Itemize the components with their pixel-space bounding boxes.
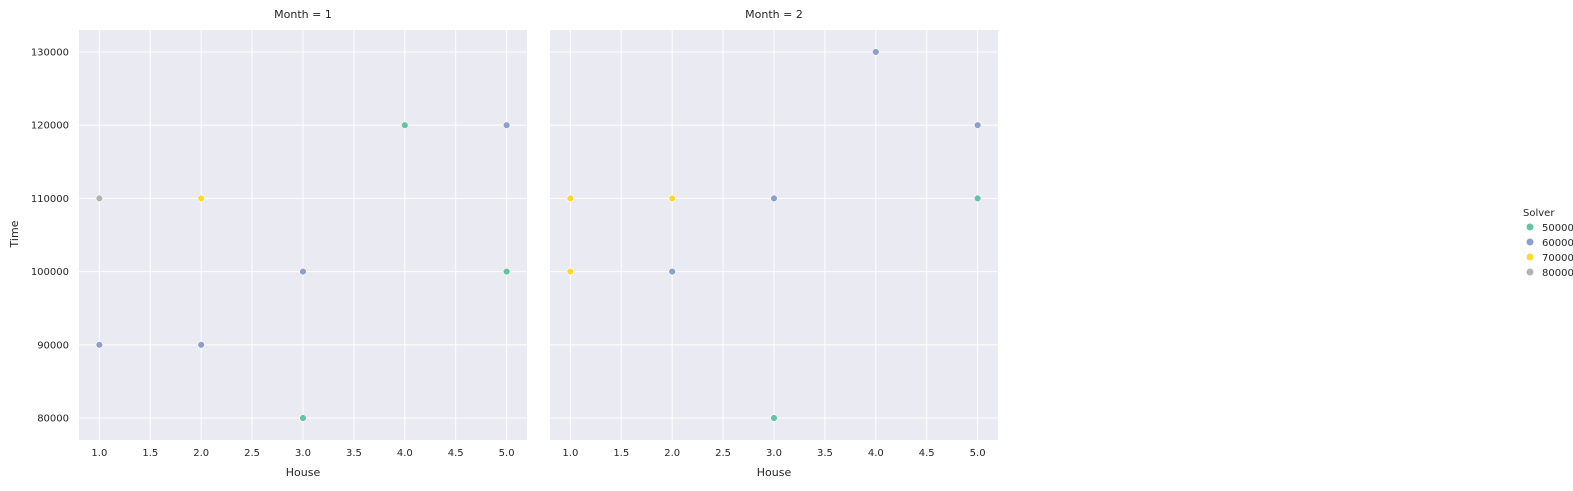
x-tick-label: 3.0 bbox=[766, 448, 782, 459]
x-tick-label: 5.0 bbox=[970, 448, 986, 459]
legend-marker bbox=[1525, 252, 1535, 262]
legend-label: 50000 bbox=[1542, 223, 1573, 234]
legend: Solver 50000 60000 70000 80000 bbox=[1523, 208, 1573, 279]
scatter-point bbox=[502, 121, 511, 129]
legend-entries: 50000 60000 70000 80000 bbox=[1525, 222, 1573, 279]
legend-label: 70000 bbox=[1542, 253, 1573, 264]
scatter-point bbox=[770, 194, 778, 203]
panel-2-points bbox=[566, 48, 982, 422]
panel-1-title: Month = 1 bbox=[274, 8, 332, 21]
scatter-point bbox=[299, 414, 307, 422]
panel-month-1: 1.0 1.5 2.0 2.5 3.0 3.5 4.0 4.5 5.0 80000 90000 10… bbox=[31, 8, 527, 479]
x-tick-label: 2.5 bbox=[715, 448, 731, 459]
y-tick-label: 130000 bbox=[31, 47, 69, 58]
panel-2-x-ticks: 1.0 1.5 2.0 2.5 3.0 3.5 4.0 4.5 5.0 bbox=[562, 448, 985, 459]
legend-marker bbox=[1525, 267, 1535, 277]
scatter-point bbox=[299, 267, 307, 276]
scatter-point bbox=[95, 341, 104, 349]
y-tick-label: 80000 bbox=[37, 414, 69, 425]
panel-month-2: 1.0 1.5 2.0 2.5 3.0 3.5 4.0 4.5 5.0 Month = 2 Ho… bbox=[550, 8, 998, 479]
x-tick-label: 4.5 bbox=[448, 448, 464, 459]
panel-1-x-ticks: 1.0 1.5 2.0 2.5 3.0 3.5 4.0 4.5 5.0 bbox=[91, 448, 514, 459]
x-tick-label: 5.0 bbox=[499, 448, 515, 459]
y-tick-label: 100000 bbox=[31, 267, 69, 278]
scatter-point bbox=[770, 414, 778, 422]
scatter-point bbox=[668, 194, 676, 203]
scatter-point bbox=[973, 121, 982, 129]
x-tick-label: 3.5 bbox=[817, 448, 833, 459]
y-tick-label: 120000 bbox=[31, 121, 69, 132]
scatter-point bbox=[668, 267, 676, 276]
scatter-point bbox=[566, 267, 575, 276]
x-tick-label: 4.0 bbox=[397, 448, 413, 459]
scatter-point bbox=[197, 341, 205, 349]
scatter-point bbox=[973, 194, 982, 203]
scatter-point bbox=[401, 121, 409, 129]
x-tick-label: 1.0 bbox=[91, 448, 107, 459]
x-tick-label: 1.5 bbox=[142, 448, 158, 459]
legend-marker bbox=[1525, 222, 1535, 232]
legend-label: 80000 bbox=[1542, 268, 1573, 279]
y-tick-label: 110000 bbox=[31, 194, 69, 205]
legend-marker bbox=[1525, 237, 1535, 247]
panel-1-x-axis-title: House bbox=[286, 466, 321, 479]
x-tick-label: 4.5 bbox=[919, 448, 935, 459]
panel-1-points bbox=[95, 121, 511, 422]
scatter-point bbox=[872, 48, 880, 56]
x-tick-label: 2.0 bbox=[193, 448, 209, 459]
x-tick-label: 4.0 bbox=[868, 448, 884, 459]
x-tick-label: 1.0 bbox=[562, 448, 578, 459]
panel-2-title: Month = 2 bbox=[745, 8, 803, 21]
panel-2-x-axis-title: House bbox=[757, 466, 792, 479]
scatter-point bbox=[197, 194, 205, 203]
x-tick-label: 1.5 bbox=[613, 448, 629, 459]
scatter-point bbox=[95, 194, 104, 203]
scatter-point bbox=[502, 267, 511, 276]
y-axis-title: Time bbox=[8, 220, 21, 248]
legend-title: Solver bbox=[1523, 208, 1555, 219]
panel-1-y-ticks: 80000 90000 100000 110000 120000 130000 bbox=[31, 47, 69, 424]
x-tick-label: 3.5 bbox=[346, 448, 362, 459]
x-tick-label: 3.0 bbox=[295, 448, 311, 459]
x-tick-label: 2.5 bbox=[244, 448, 260, 459]
y-tick-label: 90000 bbox=[37, 340, 69, 351]
x-tick-label: 2.0 bbox=[664, 448, 680, 459]
legend-label: 60000 bbox=[1542, 238, 1573, 249]
scatter-point bbox=[566, 194, 575, 203]
